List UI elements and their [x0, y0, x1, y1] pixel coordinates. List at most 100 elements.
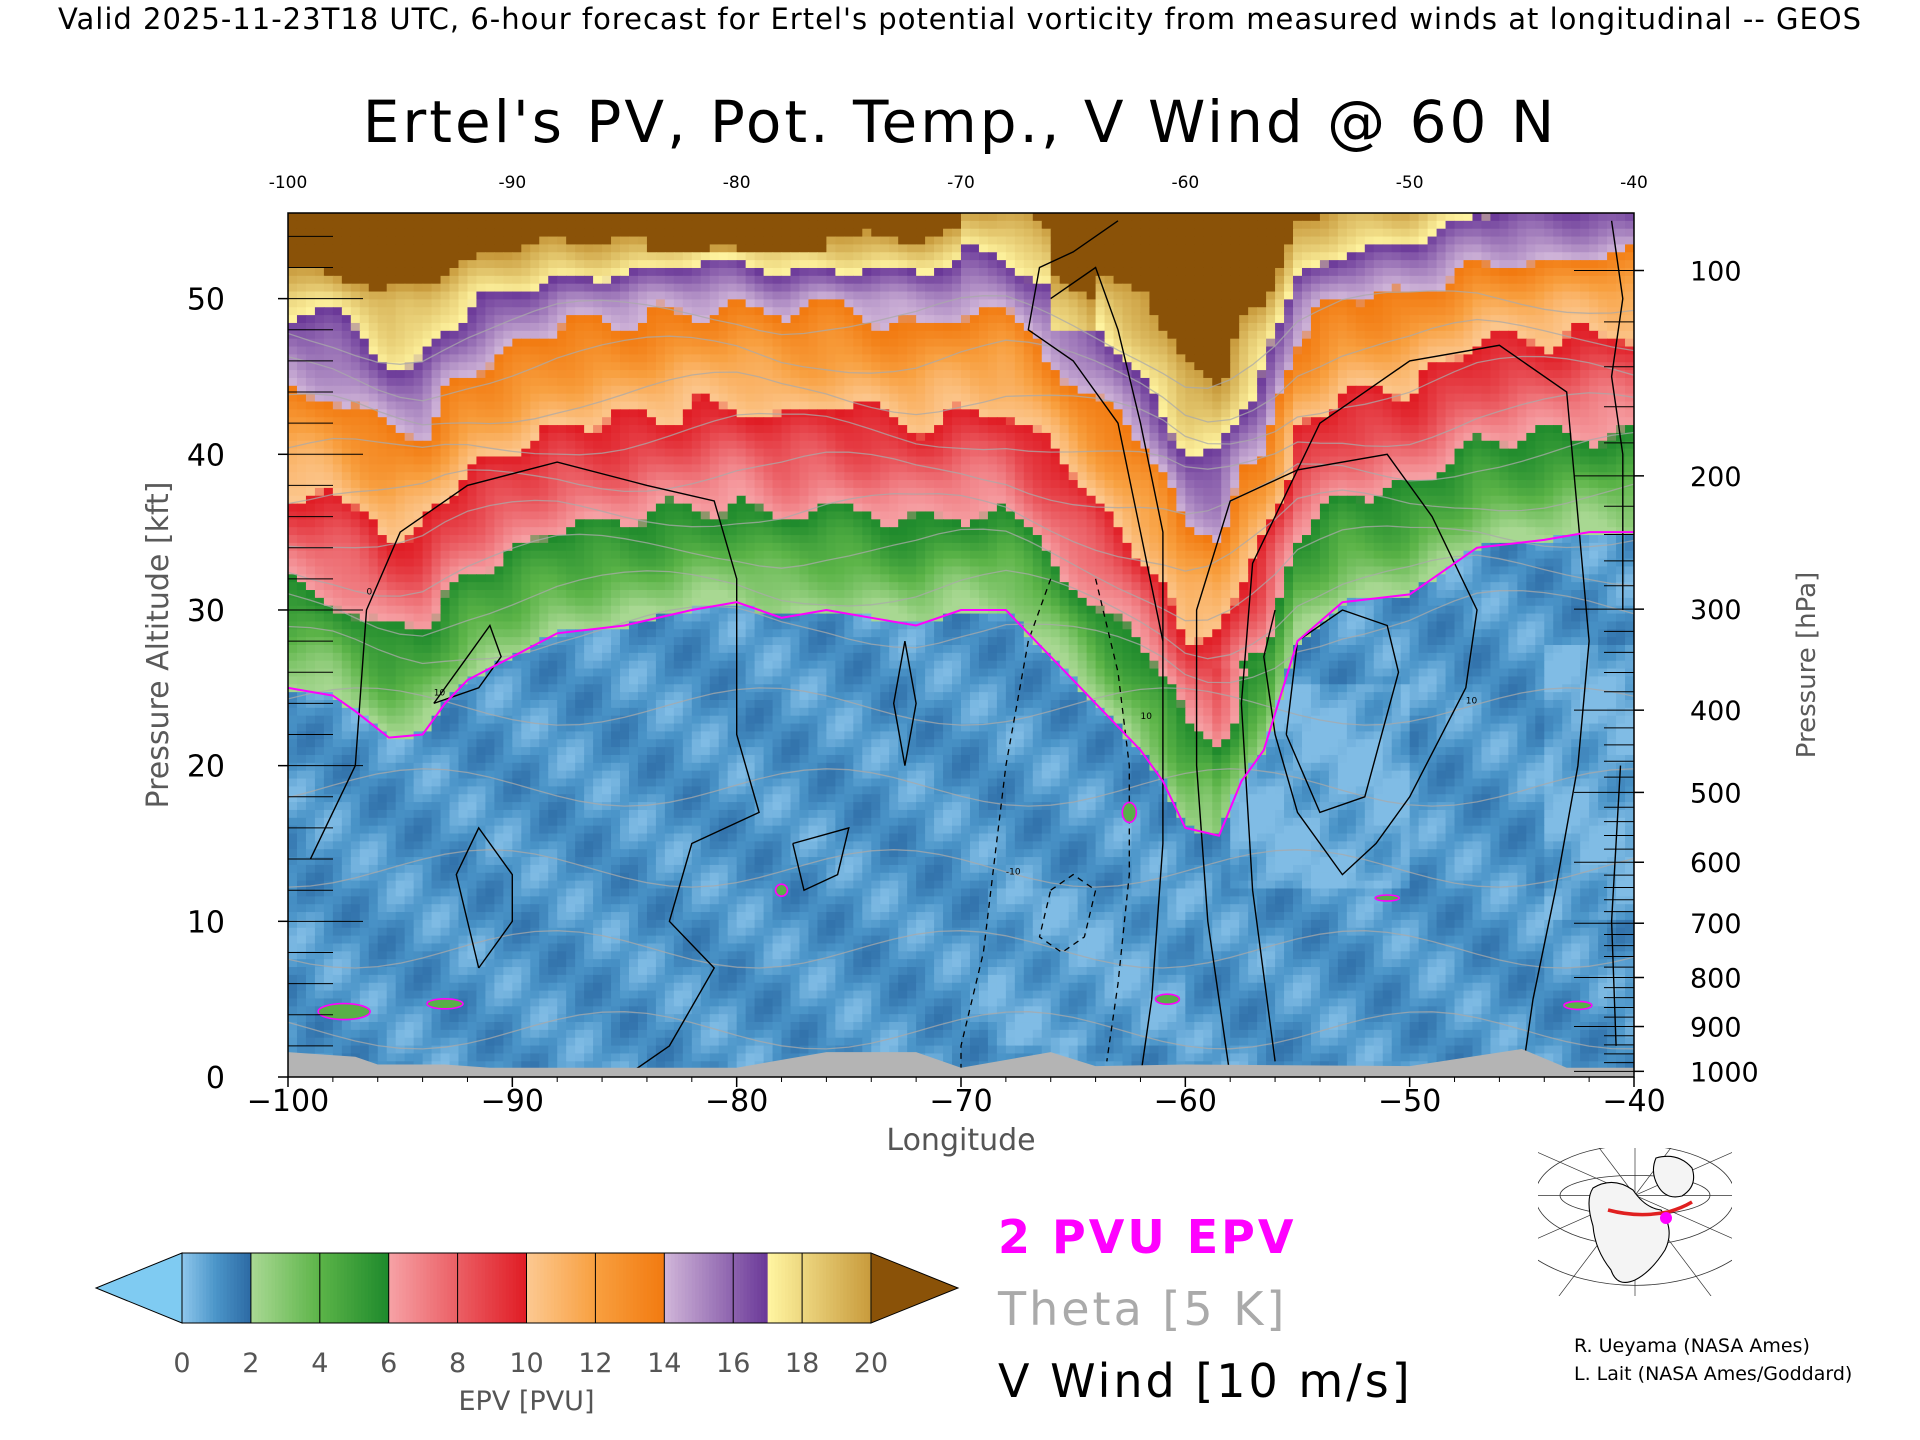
pv-cell — [1400, 236, 1411, 246]
pv-cell — [1068, 307, 1079, 316]
pv-cell — [341, 393, 352, 403]
pv-cell — [996, 220, 1007, 230]
pv-cell — [1095, 401, 1106, 410]
pv-cell — [835, 385, 845, 395]
pv-cell — [718, 385, 729, 395]
pv-cell — [1041, 362, 1052, 371]
pv-cell — [799, 385, 810, 395]
pv-cell — [404, 346, 415, 355]
pv-cell — [530, 283, 540, 293]
pv-cell — [1463, 244, 1474, 253]
pv-cell — [718, 456, 729, 465]
pv-cell — [969, 213, 980, 222]
pv-cell — [1014, 425, 1025, 434]
pv-cell — [512, 448, 522, 458]
pv-cell — [548, 267, 558, 277]
pv-cell — [969, 267, 980, 277]
pv-cell — [1050, 346, 1061, 355]
pv-cell — [422, 425, 433, 434]
pv-cell — [494, 322, 504, 332]
pv-cell — [1499, 291, 1509, 300]
pv-cell — [1589, 448, 1599, 458]
pv-cell — [494, 401, 504, 410]
pv-cell — [1355, 448, 1366, 458]
pv-cell — [1382, 362, 1393, 371]
pv-cell — [907, 291, 917, 300]
pv-cell — [1293, 393, 1303, 403]
pv-cell — [620, 322, 630, 332]
pv-cell — [530, 322, 540, 332]
pv-cell — [494, 315, 504, 324]
pv-cell — [296, 448, 307, 458]
pv-cell — [413, 213, 424, 222]
pv-cell — [889, 244, 899, 253]
pv-cell — [458, 252, 469, 261]
pv-cell — [1517, 299, 1527, 308]
pv-cell — [745, 260, 756, 269]
pv-cell — [1571, 260, 1581, 269]
pv-cell — [368, 338, 379, 348]
pv-cell — [1077, 464, 1088, 473]
pv-cell — [404, 307, 415, 316]
pv-cell — [1571, 307, 1581, 316]
pv-cell — [1364, 456, 1375, 465]
pv-cell — [673, 228, 684, 238]
pv-cell — [566, 330, 576, 340]
pv-cell — [1122, 377, 1133, 387]
pv-cell — [1607, 409, 1617, 418]
pv-cell — [1095, 236, 1106, 246]
pv-cell — [835, 252, 845, 261]
pv-cell — [548, 252, 558, 261]
pv-cell — [637, 346, 648, 355]
pv-cell — [1086, 267, 1097, 277]
pv-cell — [575, 291, 585, 300]
pv-cell — [862, 213, 872, 222]
pv-cell — [961, 448, 971, 458]
pv-cell — [449, 283, 460, 293]
pv-cell — [1032, 236, 1043, 246]
pv-cell — [386, 393, 397, 403]
pv-cell — [377, 322, 388, 332]
pv-cell — [539, 456, 549, 465]
pv-cell — [1212, 448, 1222, 458]
pv-cell — [745, 370, 756, 379]
pv-cell — [1014, 228, 1025, 238]
pv-cell — [844, 456, 854, 465]
pv-cell — [961, 377, 971, 387]
pv-cell — [934, 228, 944, 238]
pv-cell — [1436, 338, 1447, 348]
pv-cell — [925, 275, 935, 285]
pv-cell — [1409, 322, 1420, 332]
pv-cell — [1005, 275, 1016, 285]
pv-cell — [1185, 370, 1195, 379]
pv-cell — [566, 464, 576, 473]
pv-cell — [1337, 220, 1348, 230]
pv-cell — [673, 440, 684, 450]
pv-cell — [925, 385, 935, 395]
pv-cell — [1607, 236, 1617, 246]
pv-cell — [1454, 354, 1465, 363]
pv-cell — [458, 472, 469, 481]
pv-cell — [1041, 401, 1052, 410]
pv-cell — [961, 425, 971, 434]
pv-cell — [628, 472, 639, 481]
pv-cell — [1068, 370, 1079, 379]
pv-cell — [288, 236, 298, 246]
pv-cell — [628, 409, 639, 418]
pv-cell — [584, 299, 594, 308]
pv-cell — [1535, 393, 1545, 403]
pv-cell — [1616, 315, 1626, 324]
pv-cell — [575, 330, 585, 340]
pv-cell — [736, 432, 747, 442]
pv-cell — [1589, 275, 1599, 285]
pv-cell — [1598, 244, 1608, 253]
pv-cell — [1517, 432, 1527, 442]
pv-cell — [1086, 377, 1097, 387]
pv-cell — [1310, 448, 1321, 458]
pv-cell — [1400, 432, 1411, 442]
pv-cell — [655, 236, 666, 246]
pv-cell — [754, 362, 765, 371]
pv-cell — [781, 213, 792, 222]
pv-cell — [1131, 432, 1142, 442]
pv-cell — [1005, 213, 1016, 222]
